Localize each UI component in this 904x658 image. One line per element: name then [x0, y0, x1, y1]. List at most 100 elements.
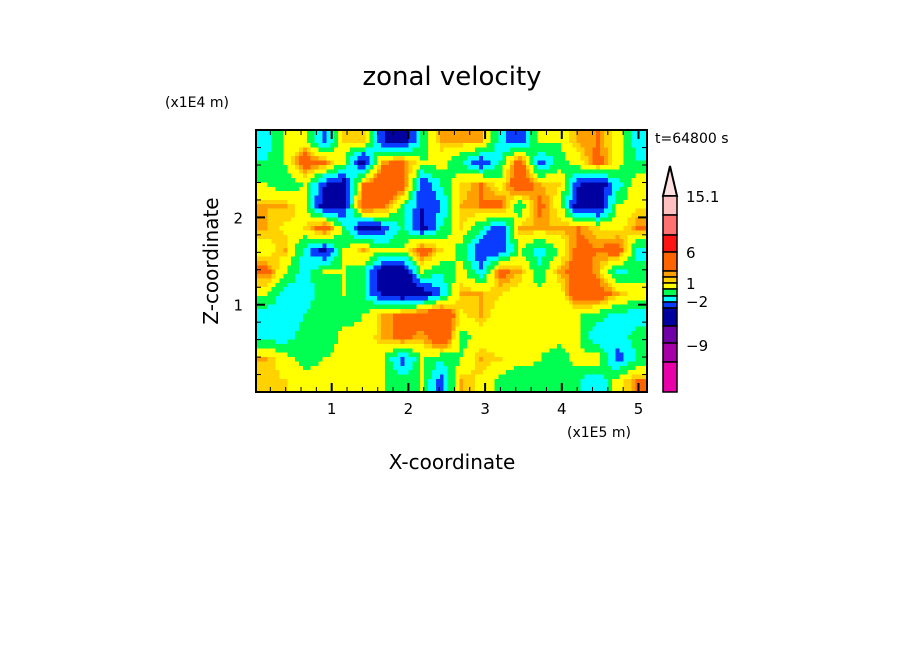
contour-cell [256, 274, 261, 280]
contour-cell [381, 191, 386, 197]
contour-cell [291, 247, 296, 253]
contour-cell [342, 304, 347, 310]
contour-cell [318, 234, 324, 240]
contour-cell [420, 160, 425, 166]
contour-cell [537, 304, 543, 310]
contour-cell [377, 226, 382, 232]
contour-cell [342, 330, 347, 336]
contour-cell [510, 130, 515, 135]
contour-cell [467, 178, 472, 183]
contour-cell [494, 269, 500, 275]
contour-cell [338, 287, 343, 293]
contour-cell [525, 195, 531, 201]
contour-cell [365, 287, 370, 293]
contour-cell [623, 326, 629, 332]
contour-cell [514, 343, 519, 349]
contour-cell [342, 230, 347, 236]
contour-cell [299, 247, 304, 253]
contour-cell [615, 243, 621, 249]
contour-cell [451, 178, 457, 183]
contour-cell [619, 169, 625, 175]
contour-cell [267, 212, 273, 218]
contour-cell [310, 199, 316, 205]
contour-cell [643, 274, 648, 280]
contour-cell [259, 212, 265, 218]
contour-cell [533, 304, 539, 310]
contour-cell [408, 130, 413, 135]
contour-cell [416, 322, 421, 328]
contour-cell [431, 295, 437, 301]
contour-cell [635, 178, 640, 183]
contour-cell [435, 195, 441, 201]
contour-cell [639, 309, 644, 314]
contour-cell [471, 212, 476, 218]
contour-cell [592, 261, 597, 266]
contour-cell [564, 326, 570, 332]
contour-cell [451, 160, 457, 166]
contour-cell [283, 169, 288, 175]
contour-cell [256, 226, 261, 232]
contour-cell [259, 300, 265, 306]
contour-cell [494, 243, 500, 249]
contour-cell [263, 195, 269, 201]
contour-cell [334, 256, 339, 262]
contour-cell [310, 151, 316, 157]
contour-cell [431, 269, 437, 275]
contour-cell [412, 143, 417, 149]
contour-cell [443, 239, 449, 245]
contour-cell [338, 147, 343, 153]
contour-cell [596, 274, 601, 280]
contour-cell [490, 199, 496, 205]
contour-cell [283, 300, 288, 306]
contour-cell [455, 282, 460, 288]
contour-cell [521, 317, 527, 323]
contour-cell [463, 261, 468, 266]
contour-cell [455, 164, 460, 170]
contour-cell [338, 130, 343, 135]
contour-cell [502, 186, 507, 192]
contour-cell [545, 147, 550, 153]
contour-cell [474, 164, 480, 170]
contour-cell [631, 226, 636, 232]
contour-cell [275, 191, 281, 197]
contour-cell [471, 304, 476, 310]
contour-cell [424, 134, 429, 140]
contour-cell [271, 199, 277, 205]
contour-cell [553, 186, 558, 192]
contour-cell [596, 243, 601, 249]
contour-cell [525, 313, 531, 319]
contour-cell [396, 217, 402, 223]
contour-cell [291, 199, 296, 205]
contour-cell [517, 134, 523, 140]
contour-cell [545, 326, 550, 332]
contour-cell [510, 169, 515, 175]
contour-cell [482, 151, 488, 157]
contour-cell [486, 217, 492, 223]
contour-cell [490, 195, 496, 201]
contour-cell [400, 186, 406, 192]
contour-cell [404, 274, 410, 280]
contour-cell [310, 313, 316, 319]
contour-cell [295, 134, 300, 140]
contour-cell [326, 195, 331, 201]
contour-cell [275, 322, 281, 328]
contour-cell [396, 182, 402, 188]
contour-cell [533, 330, 539, 336]
contour-cell [447, 295, 453, 301]
contour-cell [306, 317, 312, 323]
contour-cell [584, 178, 589, 183]
contour-cell [299, 261, 304, 266]
contour-cell [451, 186, 457, 192]
contour-cell [490, 295, 496, 301]
contour-cell [510, 217, 515, 223]
contour-cell [381, 330, 386, 336]
contour-cell [416, 287, 421, 293]
contour-cell [631, 313, 636, 319]
contour-cell [318, 322, 324, 328]
contour-cell [533, 130, 539, 135]
contour-cell [396, 186, 402, 192]
contour-cell [353, 195, 359, 201]
contour-cell [498, 247, 503, 253]
contour-cell [611, 304, 617, 310]
contour-cell [529, 160, 535, 166]
